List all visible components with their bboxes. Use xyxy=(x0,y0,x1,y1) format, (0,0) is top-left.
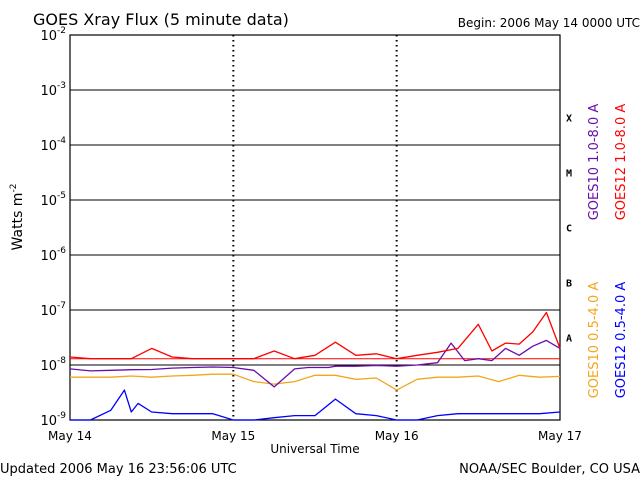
y-axis-label: Watts m-2 xyxy=(9,184,26,251)
y-tick-base: 10 xyxy=(40,139,57,154)
y-tick-exponent: -6 xyxy=(57,246,66,256)
y-tick-exponent: -8 xyxy=(57,356,66,366)
credit-label: NOAA/SEC Boulder, CO USA xyxy=(459,462,640,477)
series-layer xyxy=(69,311,561,421)
y-tick-base: 10 xyxy=(40,414,57,429)
flare-class-label: A xyxy=(566,334,572,345)
y-tick-label: 10-3 xyxy=(40,81,66,99)
updated-timestamp: Updated 2006 May 16 23:56:06 UTC xyxy=(0,462,237,477)
y-tick-label: 10-7 xyxy=(40,301,66,319)
y-tick-exponent: -3 xyxy=(57,81,66,91)
flare-class-label: M xyxy=(566,169,572,180)
y-tick-label: 10-4 xyxy=(40,136,66,154)
legend-entry: GOES10 0.5-4.0 A xyxy=(587,282,602,399)
x-tick-label: May 16 xyxy=(375,429,419,443)
legend-entry: GOES10 1.0-8.0 A xyxy=(587,104,602,221)
gridlines xyxy=(70,35,560,420)
x-tick-label: May 14 xyxy=(48,429,92,443)
flare-class-label: X xyxy=(566,114,572,125)
y-tick-base: 10 xyxy=(40,304,57,319)
x-axis-label: Universal Time xyxy=(270,442,359,456)
series-line-goes10-0-5-4-0-a xyxy=(70,373,561,391)
flare-class-label: C xyxy=(566,224,572,235)
y-tick-base: 10 xyxy=(40,359,57,374)
flare-class-label: B xyxy=(566,279,572,290)
y-tick-exponent: -9 xyxy=(57,411,66,421)
y-tick-labels: 10-210-310-410-510-610-710-810-9 xyxy=(40,26,66,429)
y-tick-label: 10-5 xyxy=(40,191,66,209)
y-tick-exponent: -4 xyxy=(57,136,66,146)
y-tick-base: 10 xyxy=(40,194,57,209)
chart-title: GOES Xray Flux (5 minute data) xyxy=(33,10,289,29)
legend-entry: GOES12 0.5-4.0 A xyxy=(614,282,629,399)
series-line-goes12-0-5-4-0-a xyxy=(70,389,561,421)
series-line-goes10-1-0-8-0-a xyxy=(69,339,561,388)
series-line-goes12-1-0-8-0-a xyxy=(69,311,561,360)
y-tick-label: 10-6 xyxy=(40,246,66,264)
y-axis-label-exponent: -2 xyxy=(9,184,19,193)
legend: GOES10 1.0-8.0 A GOES12 1.0-8.0 A GOES10 0… xyxy=(587,104,629,399)
y-tick-base: 10 xyxy=(40,249,57,264)
y-axis-label-text: Watts m xyxy=(10,193,26,251)
x-tick-label: May 17 xyxy=(538,429,582,443)
x-tick-label: May 15 xyxy=(211,429,255,443)
y-tick-exponent: -5 xyxy=(57,191,66,201)
y-tick-label: 10-2 xyxy=(40,26,66,44)
plot-frame xyxy=(69,34,561,421)
begin-time-label: Begin: 2006 May 14 0000 UTC xyxy=(458,16,640,30)
y-tick-base: 10 xyxy=(40,84,57,99)
legend-entry: GOES12 1.0-8.0 A xyxy=(614,104,629,221)
y-tick-base: 10 xyxy=(40,29,57,44)
y-tick-exponent: -7 xyxy=(57,301,66,311)
flare-class-labels: X M C B A xyxy=(566,114,572,345)
y-tick-label: 10-8 xyxy=(40,356,66,374)
y-tick-exponent: -2 xyxy=(57,26,66,36)
x-tick-labels: May 14 May 15 May 16 May 17 xyxy=(48,429,582,443)
y-tick-label: 10-9 xyxy=(40,411,66,429)
